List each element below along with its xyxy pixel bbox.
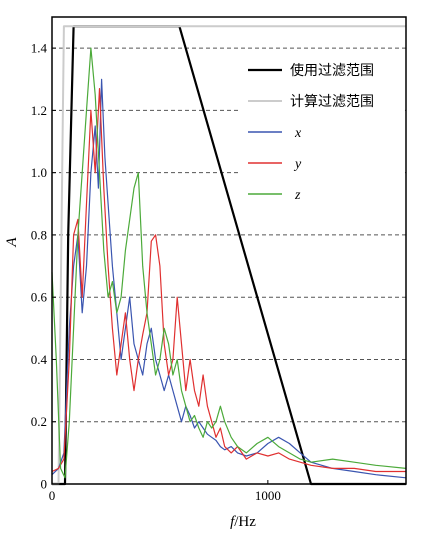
x-axis-label-var: f xyxy=(230,514,236,530)
x-axis-label-unit: /Hz xyxy=(234,514,256,530)
y-axis-ticks: 0 0.2 0.4 0.6 0.8 1.0 1.2 1.4 xyxy=(31,41,56,492)
y-tick-label-5: 1.0 xyxy=(31,165,47,180)
series-line-4 xyxy=(51,47,407,479)
legend-label-0: 使用过滤范围 xyxy=(290,62,374,79)
series-line-2 xyxy=(51,78,407,479)
legend-label-1: 计算过滤范围 xyxy=(290,93,374,110)
y-tick-label-0: 0 xyxy=(41,477,48,492)
y-tick-label-3: 0.6 xyxy=(31,290,48,305)
legend-box xyxy=(240,55,405,223)
plot-frame xyxy=(51,16,407,485)
grid-lines xyxy=(52,47,406,423)
y-tick-label-6: 1.2 xyxy=(31,103,47,118)
x-axis-label: f/Hz xyxy=(230,514,256,530)
x-tick-label-1: 1000 xyxy=(255,488,281,503)
series-lines xyxy=(51,25,407,486)
legend-label-3: y xyxy=(293,157,302,172)
legend-label-4: z xyxy=(294,188,301,203)
legend-label-2: x xyxy=(294,126,302,141)
series-line-3 xyxy=(51,88,406,473)
x-tick-label-0: 0 xyxy=(49,488,56,503)
y-tick-label-2: 0.4 xyxy=(31,352,48,367)
y-axis-label: A xyxy=(4,237,20,248)
x-axis-ticks: 0 1000 xyxy=(49,480,281,503)
y-tick-label-7: 1.4 xyxy=(31,41,48,56)
plot-area xyxy=(51,16,407,486)
y-tick-label-4: 0.8 xyxy=(31,227,47,242)
y-tick-label-1: 0.2 xyxy=(31,414,47,429)
